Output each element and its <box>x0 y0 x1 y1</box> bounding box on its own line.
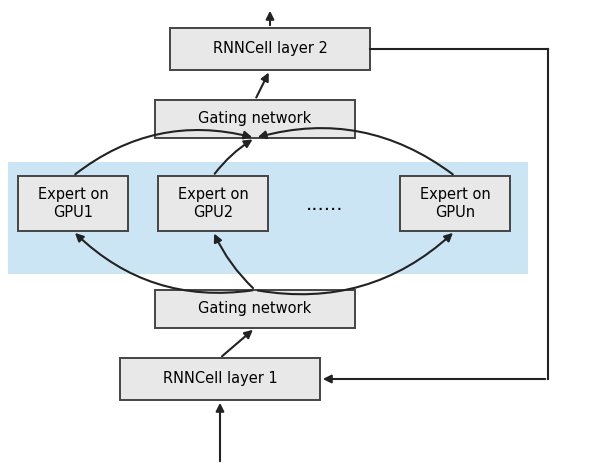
Bar <box>8 162 528 274</box>
Bar <box>18 176 128 231</box>
Text: RNNCell layer 1: RNNCell layer 1 <box>163 371 278 387</box>
Text: RNNCell layer 2: RNNCell layer 2 <box>213 42 327 57</box>
Bar <box>120 358 320 400</box>
Bar <box>400 176 510 231</box>
Bar <box>170 28 370 70</box>
Bar <box>155 290 355 328</box>
Text: Expert on
GPUn: Expert on GPUn <box>420 187 491 219</box>
Text: Gating network: Gating network <box>199 111 312 126</box>
Text: Expert on
GPU2: Expert on GPU2 <box>178 187 249 219</box>
Text: Expert on
GPU1: Expert on GPU1 <box>37 187 108 219</box>
Bar <box>155 100 355 138</box>
Text: ......: ...... <box>306 195 344 214</box>
Text: Gating network: Gating network <box>199 302 312 317</box>
Bar <box>158 176 268 231</box>
